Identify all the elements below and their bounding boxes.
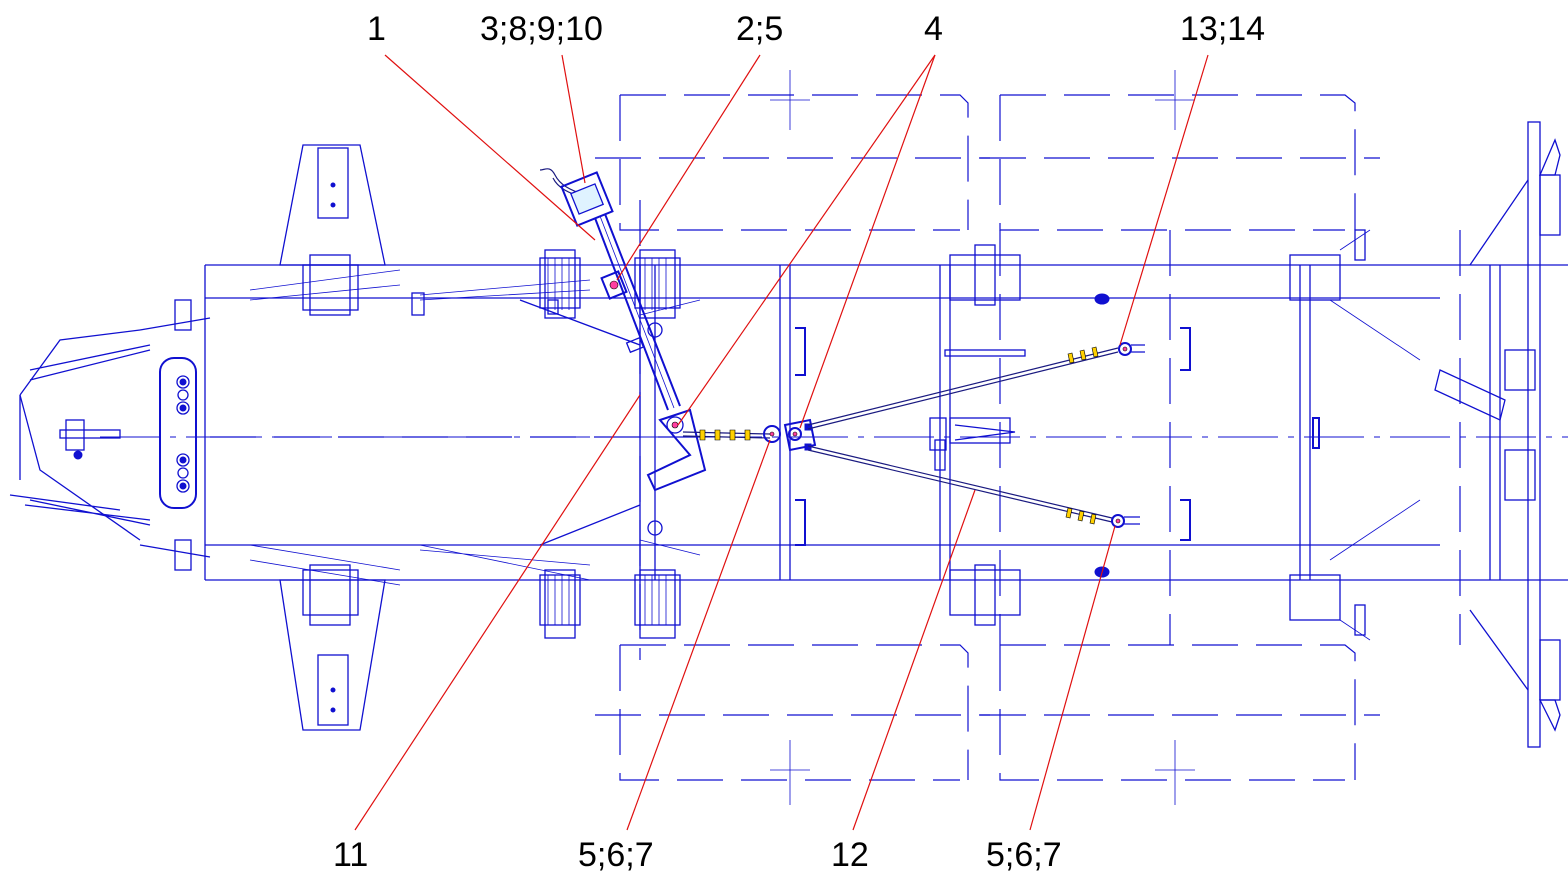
callout-3-8-9-10: 3;8;9;10 xyxy=(480,10,603,48)
leader-4-b xyxy=(799,54,936,429)
wheel-outlines xyxy=(210,70,1461,805)
callout-12: 12 xyxy=(831,836,869,874)
callout-5-6-7-a: 5;6;7 xyxy=(578,836,654,874)
callout-1: 1 xyxy=(367,10,386,48)
leader-11 xyxy=(354,394,641,831)
cable-system xyxy=(682,342,1145,528)
leader-13-14 xyxy=(1119,54,1209,346)
callout-labels: 1 3;8;9;10 2;5 4 13;14 11 5;6;7 12 5;6;7 xyxy=(333,10,1265,874)
callout-4: 4 xyxy=(924,10,943,48)
leader-5-6-7-a xyxy=(626,439,771,831)
actuator-assembly xyxy=(539,168,707,492)
callout-13-14: 13;14 xyxy=(1180,10,1265,48)
leader-1 xyxy=(384,54,596,241)
callout-11: 11 xyxy=(333,836,368,874)
chassis-frame xyxy=(9,121,1568,748)
leader-lines xyxy=(354,54,1209,831)
callout-2-5: 2;5 xyxy=(736,10,783,48)
leader-4-a xyxy=(677,54,936,426)
leader-12 xyxy=(852,489,976,831)
callout-5-6-7-b: 5;6;7 xyxy=(986,836,1062,874)
spring-hanger-top-left xyxy=(539,249,581,319)
leader-2-5 xyxy=(616,54,761,281)
spring-hanger-bottom-left xyxy=(539,569,581,639)
leader-5-6-7-b xyxy=(1029,525,1116,831)
leader-3-8-9-10 xyxy=(561,54,586,184)
